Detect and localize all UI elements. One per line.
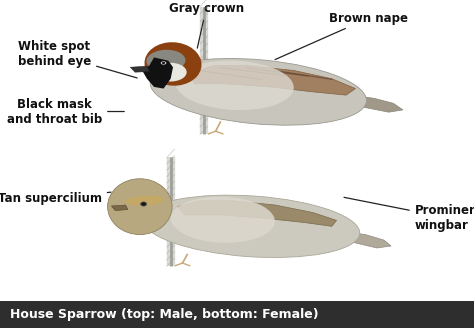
Polygon shape xyxy=(130,66,149,72)
Polygon shape xyxy=(190,66,356,95)
Text: Gray crown: Gray crown xyxy=(169,2,244,48)
Text: Brown nape: Brown nape xyxy=(275,11,409,60)
Ellipse shape xyxy=(125,196,164,206)
Ellipse shape xyxy=(108,179,172,235)
Text: Prominent
wingbar: Prominent wingbar xyxy=(344,197,474,232)
FancyBboxPatch shape xyxy=(0,301,474,328)
Polygon shape xyxy=(346,95,403,112)
Text: Tan supercilium: Tan supercilium xyxy=(0,192,111,205)
Polygon shape xyxy=(336,231,391,248)
Ellipse shape xyxy=(140,202,146,206)
Ellipse shape xyxy=(161,61,166,65)
Ellipse shape xyxy=(150,58,366,125)
Ellipse shape xyxy=(146,50,185,72)
Polygon shape xyxy=(178,201,337,226)
Polygon shape xyxy=(111,205,128,211)
Ellipse shape xyxy=(162,62,165,64)
Polygon shape xyxy=(142,57,173,89)
Ellipse shape xyxy=(171,197,275,243)
Ellipse shape xyxy=(142,203,146,205)
Text: House Sparrow (top: Male, bottom: Female): House Sparrow (top: Male, bottom: Female… xyxy=(10,308,319,321)
Ellipse shape xyxy=(155,63,187,82)
Ellipse shape xyxy=(143,195,360,257)
Ellipse shape xyxy=(175,60,294,110)
Text: Black mask
and throat bib: Black mask and throat bib xyxy=(7,97,124,126)
Ellipse shape xyxy=(145,42,201,86)
Text: White spot
behind eye: White spot behind eye xyxy=(18,40,137,78)
